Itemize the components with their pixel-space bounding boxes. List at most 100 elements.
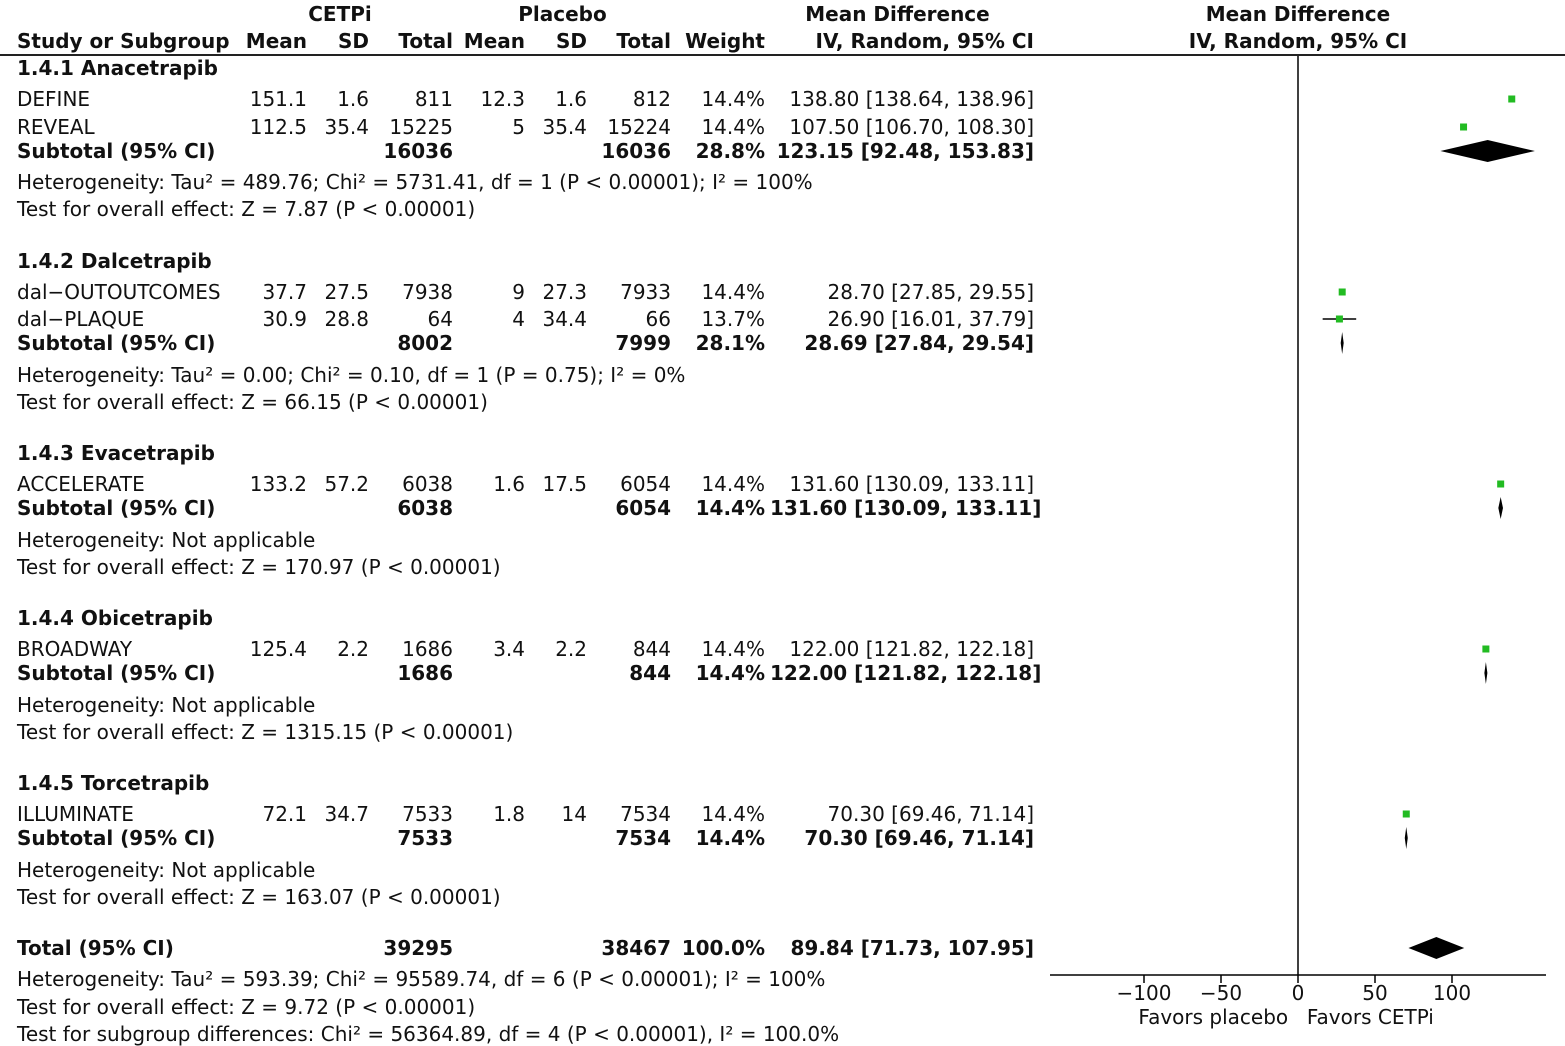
study-mean-placebo: 1.8 [493,802,525,826]
subtotal-weight: 28.8% [695,139,765,163]
subtotal-ci: 28.69 [27.84, 29.54] [804,331,1034,355]
total-heterogeneity-text: Heterogeneity: Tau² = 593.39; Chi² = 955… [17,967,826,991]
subtotal-ci: 70.30 [69.46, 71.14] [804,826,1034,850]
subtotal-total-cetpi: 7533 [397,826,453,850]
header-md-sub: IV, Random, 95% CI [815,29,1034,53]
study-sd-placebo: 2.2 [555,637,587,661]
subgroup-title: 1.4.1 Anacetrapib [17,56,218,80]
header-group2: Placebo [518,2,607,26]
x-tick-label: 50 [1362,981,1387,1005]
study-sd-cetpi: 1.6 [337,87,369,111]
study-sd-placebo: 27.3 [542,280,587,304]
header-total1: Total [398,29,453,53]
total-cetpi: 39295 [383,936,453,960]
study-sd-placebo: 17.5 [542,472,587,496]
subtotal-weight: 14.4% [695,826,765,850]
subtotal-ci: 131.60 [130.09, 133.11] [770,496,1042,520]
study-total-cetpi: 1686 [402,637,453,661]
overall-effect-text: Test for overall effect: Z = 1315.15 (P … [17,720,514,744]
study-marker [1508,95,1516,103]
subtotal-total-placebo: 7534 [615,826,671,850]
x-tick-label: −100 [1117,981,1172,1005]
study-total-cetpi: 7533 [402,802,453,826]
study-marker [1460,123,1468,131]
forest-table: CETPi Placebo Mean Difference Study or S… [17,2,1042,1046]
summary-diamond [1440,140,1535,162]
subgroup-title: 1.4.2 Dalcetrapib [17,249,212,273]
overall-effect-text: Test for overall effect: Z = 163.07 (P <… [17,885,501,909]
study-name: BROADWAY [17,637,133,661]
summary-diamond [1340,332,1344,354]
study-total-placebo: 6054 [620,472,671,496]
study-weight: 14.4% [701,472,765,496]
study-ci: 122.00 [121.82, 122.18] [789,637,1034,661]
study-mean-cetpi: 37.7 [262,280,307,304]
header-md-col: Mean Difference [805,2,990,26]
study-total-placebo: 7534 [620,802,671,826]
subtotal-weight: 28.1% [695,331,765,355]
study-ci: 138.80 [138.64, 138.96] [789,87,1034,111]
subtotal-ci: 123.15 [92.48, 153.83] [776,139,1034,163]
study-sd-cetpi: 35.4 [324,115,369,139]
subtotal-label: Subtotal (95% CI) [17,661,216,685]
subgroup-title: 1.4.3 Evacetrapib [17,441,215,465]
study-total-placebo: 66 [645,307,671,331]
subgroup-differences-text: Test for subgroup differences: Chi² = 56… [17,1022,840,1046]
subtotal-total-placebo: 6054 [615,496,671,520]
total-ci: 89.84 [71.73, 107.95] [790,936,1034,960]
study-name: dal−OUTOUTCOMES [17,280,221,304]
header-total2: Total [616,29,671,53]
x-tick-label: −50 [1200,981,1242,1005]
total-label: Total (95% CI) [17,936,174,960]
header-mean2: Mean [463,29,525,53]
study-mean-placebo: 1.6 [493,472,525,496]
subtotal-total-cetpi: 6038 [397,496,453,520]
subtotal-weight: 14.4% [695,496,765,520]
header-study: Study or Subgroup [17,29,230,53]
study-mean-placebo: 9 [512,280,525,304]
study-mean-placebo: 12.3 [480,87,525,111]
study-mean-cetpi: 125.4 [249,637,307,661]
plot-subtitle: IV, Random, 95% CI [1189,29,1407,53]
header-weight: Weight [685,29,765,53]
study-name: ACCELERATE [17,472,145,496]
subtotal-total-placebo: 7999 [615,331,671,355]
heterogeneity-text: Heterogeneity: Not applicable [17,693,316,717]
study-mean-cetpi: 72.1 [262,802,307,826]
study-total-cetpi: 15225 [389,115,453,139]
study-mean-placebo: 4 [512,307,525,331]
study-mean-placebo: 3.4 [493,637,525,661]
overall-effect-text: Test for overall effect: Z = 66.15 (P < … [17,390,488,414]
study-ci: 26.90 [16.01, 37.79] [827,307,1034,331]
subgroup-title: 1.4.5 Torcetrapib [17,771,210,795]
study-marker [1497,480,1505,488]
subtotal-total-placebo: 844 [629,661,671,685]
summary-diamond [1404,827,1408,849]
header-divider [0,54,1565,56]
subtotal-label: Subtotal (95% CI) [17,826,216,850]
study-total-placebo: 7933 [620,280,671,304]
study-weight: 14.4% [701,280,765,304]
study-ci: 70.30 [69.46, 71.14] [827,802,1034,826]
header-mean1: Mean [245,29,307,53]
heterogeneity-text: Heterogeneity: Tau² = 489.76; Chi² = 573… [17,170,813,194]
subtotal-label: Subtotal (95% CI) [17,139,216,163]
study-total-cetpi: 811 [414,87,453,111]
total-placebo: 38467 [601,936,671,960]
study-sd-cetpi: 27.5 [324,280,369,304]
study-name: REVEAL [17,115,95,139]
study-name: ILLUMINATE [17,802,134,826]
study-ci: 107.50 [106.70, 108.30] [789,115,1034,139]
header-sd1: SD [337,29,369,53]
study-sd-placebo: 1.6 [555,87,587,111]
subtotal-ci: 122.00 [121.82, 122.18] [770,661,1042,685]
study-mean-cetpi: 133.2 [249,472,307,496]
study-sd-placebo: 34.4 [542,307,587,331]
study-mean-cetpi: 112.5 [249,115,307,139]
header-sd2: SD [555,29,587,53]
header-group1: CETPi [308,2,372,26]
x-tick-label: 0 [1292,981,1305,1005]
study-mean-placebo: 5 [512,115,525,139]
study-weight: 14.4% [701,637,765,661]
